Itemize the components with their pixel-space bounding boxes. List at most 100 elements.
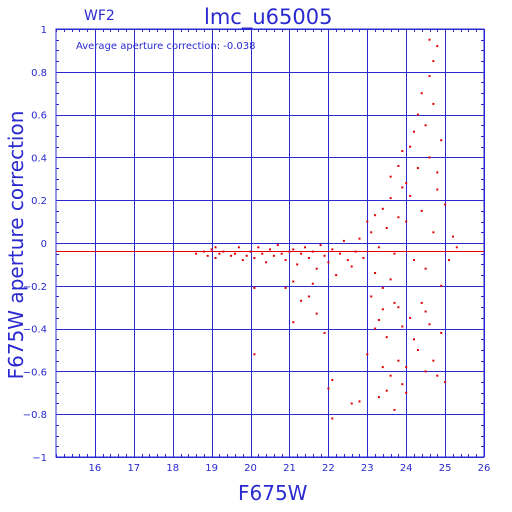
- data-point: [362, 257, 365, 259]
- y-axis-label: F675W aperture correction: [4, 110, 28, 380]
- y-tick-label: −0.4: [23, 325, 47, 336]
- x-axis-label: F675W: [238, 481, 308, 505]
- data-point: [195, 252, 198, 255]
- data-point: [409, 145, 412, 148]
- data-point: [381, 286, 384, 289]
- x-tick-label: 22: [322, 463, 335, 474]
- data-point: [206, 254, 209, 257]
- y-tick-label: 0.8: [31, 68, 47, 79]
- data-point: [397, 165, 400, 167]
- data-point: [214, 246, 217, 249]
- data-point: [381, 366, 384, 369]
- data-point: [292, 321, 295, 324]
- data-point: [397, 359, 400, 362]
- grid: [55, 28, 485, 458]
- data-point: [385, 336, 388, 339]
- panel-label: WF2: [84, 8, 115, 24]
- data-point: [432, 231, 435, 234]
- data-point: [304, 246, 306, 249]
- data-point: [401, 325, 404, 328]
- data-point: [323, 254, 326, 257]
- x-tick-labels: 16 17 18 19 20 21 22 23 24 25 26: [89, 463, 491, 474]
- data-point: [241, 259, 244, 262]
- data-point: [397, 306, 400, 309]
- data-point: [245, 254, 248, 257]
- x-tick-label: 20: [244, 463, 257, 474]
- data-point: [280, 252, 283, 255]
- data-point: [389, 278, 392, 281]
- data-point: [292, 248, 295, 251]
- average-correction-annotation: Average aperture correction: -0.038: [76, 41, 256, 52]
- data-point: [377, 246, 380, 249]
- y-tick-label: 0.6: [31, 111, 47, 122]
- data-point: [405, 220, 408, 223]
- data-point: [331, 417, 334, 420]
- data-point: [300, 252, 303, 255]
- data-point: [366, 353, 369, 356]
- data-point: [346, 259, 349, 262]
- data-point: [370, 231, 373, 234]
- data-point: [389, 197, 392, 200]
- data-point: [444, 203, 447, 206]
- data-point: [311, 282, 314, 285]
- data-point: [451, 235, 454, 238]
- data-point: [393, 408, 396, 411]
- y-tick-label: −0.2: [23, 282, 47, 293]
- data-point: [374, 214, 377, 217]
- data-point: [381, 207, 384, 210]
- data-point: [327, 261, 330, 264]
- data-point: [237, 246, 240, 249]
- data-point: [455, 246, 458, 249]
- data-point: [397, 216, 400, 219]
- data-point: [424, 310, 427, 313]
- data-point: [377, 319, 380, 321]
- data-point: [381, 308, 384, 311]
- data-point: [377, 396, 380, 399]
- data-point: [428, 75, 431, 78]
- data-point: [276, 244, 279, 247]
- data-point: [424, 124, 427, 127]
- y-axis-label-wrap: F675W aperture correction: [2, 95, 30, 395]
- data-point: [307, 257, 310, 259]
- data-point: [389, 374, 392, 377]
- data-point: [284, 286, 287, 289]
- data-point: [436, 171, 439, 174]
- data-point: [292, 280, 295, 283]
- data-point: [448, 259, 450, 262]
- data-point: [315, 312, 318, 315]
- data-point: [432, 359, 435, 362]
- data-point: [210, 248, 213, 251]
- data-point: [444, 381, 447, 384]
- data-point: [428, 323, 431, 326]
- x-tick-label: 23: [361, 463, 374, 474]
- x-tick-label: 18: [166, 463, 179, 474]
- y-tick-label: −0.8: [23, 410, 47, 421]
- data-point: [420, 92, 423, 95]
- data-point: [374, 327, 377, 330]
- data-point: [234, 252, 236, 255]
- data-point: [358, 237, 361, 240]
- data-point: [335, 274, 338, 277]
- data-point: [413, 259, 415, 262]
- data-point: [261, 252, 264, 255]
- data-point: [428, 38, 431, 41]
- data-point: [416, 113, 419, 116]
- chart-title: lmc_u65005: [204, 5, 333, 29]
- data-point: [366, 220, 369, 223]
- y-tick-labels: 1 0.8 0.6 0.4 0.2 0 −0.2 −0.4 −0.6 −0.8 −1: [23, 25, 47, 464]
- x-tick-label: 24: [400, 463, 413, 474]
- x-tick-label: 16: [89, 463, 102, 474]
- data-point: [323, 331, 326, 334]
- data-point: [257, 246, 260, 249]
- data-point: [432, 102, 435, 105]
- x-tick-label: 25: [439, 463, 452, 474]
- x-tick-label: 21: [283, 463, 296, 474]
- data-point: [401, 186, 404, 189]
- data-point: [420, 301, 423, 304]
- data-point: [300, 299, 303, 302]
- data-point: [424, 370, 427, 373]
- data-point: [331, 379, 334, 381]
- data-point: [416, 167, 419, 170]
- data-point: [416, 349, 419, 351]
